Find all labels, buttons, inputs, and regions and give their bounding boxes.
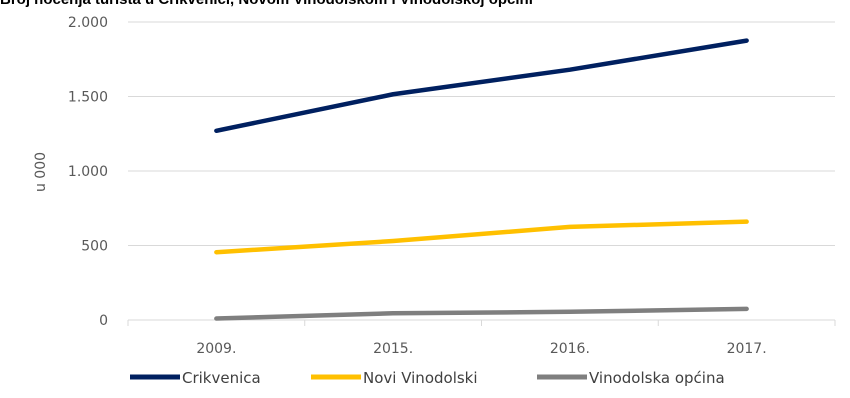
legend-label-2: Vinodolska općina — [589, 369, 725, 387]
series-line-1 — [214, 219, 749, 255]
x-tick-label-1: 2015. — [373, 341, 413, 357]
y-tick-label-2: 1.000 — [68, 164, 108, 180]
series-line-0 — [214, 38, 749, 134]
y-tick-label-1: 500 — [81, 239, 108, 255]
chart-caption: Broj noćenja turista u Crikvenici, Novom… — [0, 0, 850, 9]
legend-label-1: Novi Vinodolski — [363, 369, 478, 387]
series-line-2 — [214, 306, 749, 321]
y-tick-label-4: 2.000 — [68, 15, 108, 31]
y-tick-label-0: 0 — [99, 313, 108, 329]
legend-label-0: Crikvenica — [182, 369, 261, 387]
y-axis-title: u 000 — [33, 152, 49, 192]
x-tick-label-2: 2016. — [550, 341, 590, 357]
x-tick-label-3: 2017. — [727, 341, 767, 357]
x-tick-label-0: 2009. — [196, 341, 236, 357]
y-tick-label-3: 1.500 — [68, 90, 108, 106]
